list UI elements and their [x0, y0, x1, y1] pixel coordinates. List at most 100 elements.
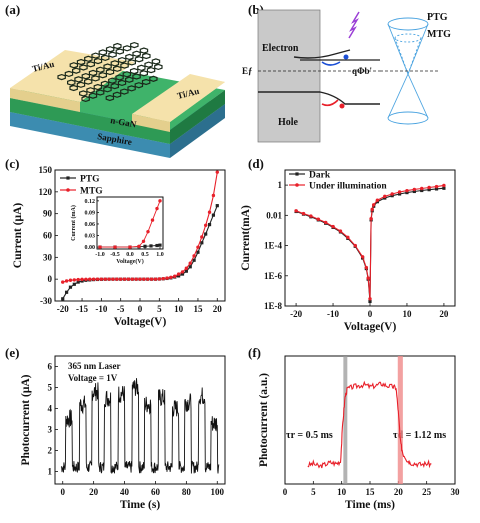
y-tick-label: 1E-8: [264, 301, 283, 311]
x-tick-label: 30: [451, 487, 461, 497]
x-tick-label: 25: [422, 487, 432, 497]
data-point-illumination: [368, 297, 372, 301]
data-point-mtg: [118, 277, 123, 281]
data-point-mtg: [196, 245, 200, 249]
data-point-mtg: [80, 277, 84, 282]
data-point-illumination: [294, 209, 298, 213]
data-point-illumination: [338, 229, 343, 233]
x-axis-label: Time (ms): [345, 499, 395, 511]
data-point-mtg: [76, 277, 80, 282]
panel-f-label: (f): [248, 345, 261, 360]
x-axis-label: Voltage(V): [114, 316, 167, 328]
data-point-mtg: [99, 277, 104, 281]
data-point-illumination: [323, 220, 328, 225]
x-tick-label: 0.0: [126, 252, 134, 258]
inset-point-ptg: [155, 243, 159, 248]
x-tick-label: -20: [290, 309, 302, 319]
data-point-illumination: [375, 198, 380, 202]
panel-d-label: (d): [248, 156, 264, 171]
legend-marker: [66, 188, 70, 192]
data-point-illumination: [369, 216, 373, 221]
inset-point-mtg: [98, 245, 102, 249]
graphene-region: [257, 9, 321, 143]
x-tick-label: 15: [366, 487, 376, 497]
y-tick-label: 1: [48, 466, 53, 476]
data-point-mtg: [126, 277, 131, 281]
data-point-ptg: [68, 285, 73, 289]
legend-marker: [295, 172, 299, 176]
data-point-illumination: [442, 183, 446, 188]
data-point-dark: [397, 192, 402, 196]
y-tick-label: 6: [48, 361, 53, 371]
data-point-illumination: [420, 186, 424, 191]
x-tick-label: -10: [95, 304, 107, 314]
valence-band: [258, 91, 380, 105]
electron-label: Electron: [262, 43, 299, 54]
data-point-ptg: [215, 204, 219, 208]
fermi-label: Eƒ: [242, 66, 253, 76]
data-point-ptg: [61, 297, 65, 301]
data-point-mtg: [115, 277, 119, 281]
panel-e: (e) 365 nm Laser Voltage = 1V 0 20 40 60 80 1…: [5, 345, 226, 511]
data-point-ptg: [192, 258, 196, 262]
data-point-mtg: [192, 254, 196, 258]
x-tick-label: 20: [213, 304, 223, 314]
legend-marker: [295, 183, 299, 187]
inset-line-mtg: [100, 200, 161, 248]
inset-point-mtg: [150, 218, 155, 222]
x-tick-label: 0.5: [141, 252, 149, 258]
barrier-label: qΦb': [352, 66, 372, 76]
y-tick-label: 60: [43, 231, 53, 241]
inset-point-mtg: [158, 199, 162, 203]
inset-point-mtg: [141, 239, 146, 243]
data-point-illumination: [397, 190, 402, 194]
data-point-mtg: [111, 277, 115, 281]
data-point-ptg: [204, 232, 208, 236]
x-tick-label: 5: [157, 304, 162, 314]
inset-point-mtg: [137, 244, 141, 249]
data-point-ptg: [184, 269, 188, 273]
electrode-left-front: [10, 88, 80, 112]
data-point-dark: [390, 194, 394, 198]
data-point-ptg: [211, 213, 216, 217]
data-point-mtg: [169, 275, 173, 280]
ptg-label: PTG: [427, 12, 448, 23]
data-point-ptg: [180, 272, 185, 276]
data-point-illumination: [360, 255, 365, 259]
rise-time-shade: [343, 356, 348, 484]
mtg-label: MTG: [427, 29, 451, 40]
data-point-dark: [427, 188, 431, 192]
panel-a-label: (a): [5, 2, 20, 17]
data-point-illumination: [353, 243, 357, 248]
x-tick-label: 1.0: [156, 252, 164, 258]
data-point-illumination: [390, 192, 394, 196]
data-point-illumination: [301, 211, 306, 216]
x-tick-label: 0: [368, 309, 373, 319]
data-point-ptg: [188, 265, 192, 269]
data-point-mtg: [61, 280, 65, 284]
data-point-mtg: [207, 210, 212, 214]
conduction-band-edge: [293, 49, 351, 59]
x-tick-label: -0.5: [110, 252, 120, 258]
legend-label: MTG: [80, 187, 103, 197]
inset-point-mtg: [146, 229, 150, 234]
data-point-illumination: [371, 203, 376, 207]
ngan-side: [170, 90, 225, 144]
inset-chart: -1.0 -0.5 0.0 0.5 1.0 0.00 0.03 0.06 0.09 0.12 Vol…: [70, 196, 164, 265]
panel-f: (f) τr = 0.5 ms τd = 1.12 ms 0 5 10 15 20 25 3…: [248, 345, 460, 511]
data-point-ptg: [72, 282, 76, 286]
data-point-mtg: [84, 277, 88, 282]
data-point-mtg: [91, 277, 96, 281]
inset-point-mtg: [128, 245, 132, 249]
x-tick-label: 80: [182, 487, 192, 497]
y-tick-label: 4: [48, 403, 53, 413]
data-point-illumination: [366, 276, 370, 280]
data-point-mtg: [188, 261, 192, 265]
data-point-mtg: [146, 277, 150, 281]
data-point-ptg: [196, 250, 200, 254]
data-point-mtg: [72, 278, 77, 282]
data-point-ptg: [177, 274, 181, 278]
x-tick-label: -20: [57, 304, 69, 314]
data-point-mtg: [161, 276, 165, 281]
